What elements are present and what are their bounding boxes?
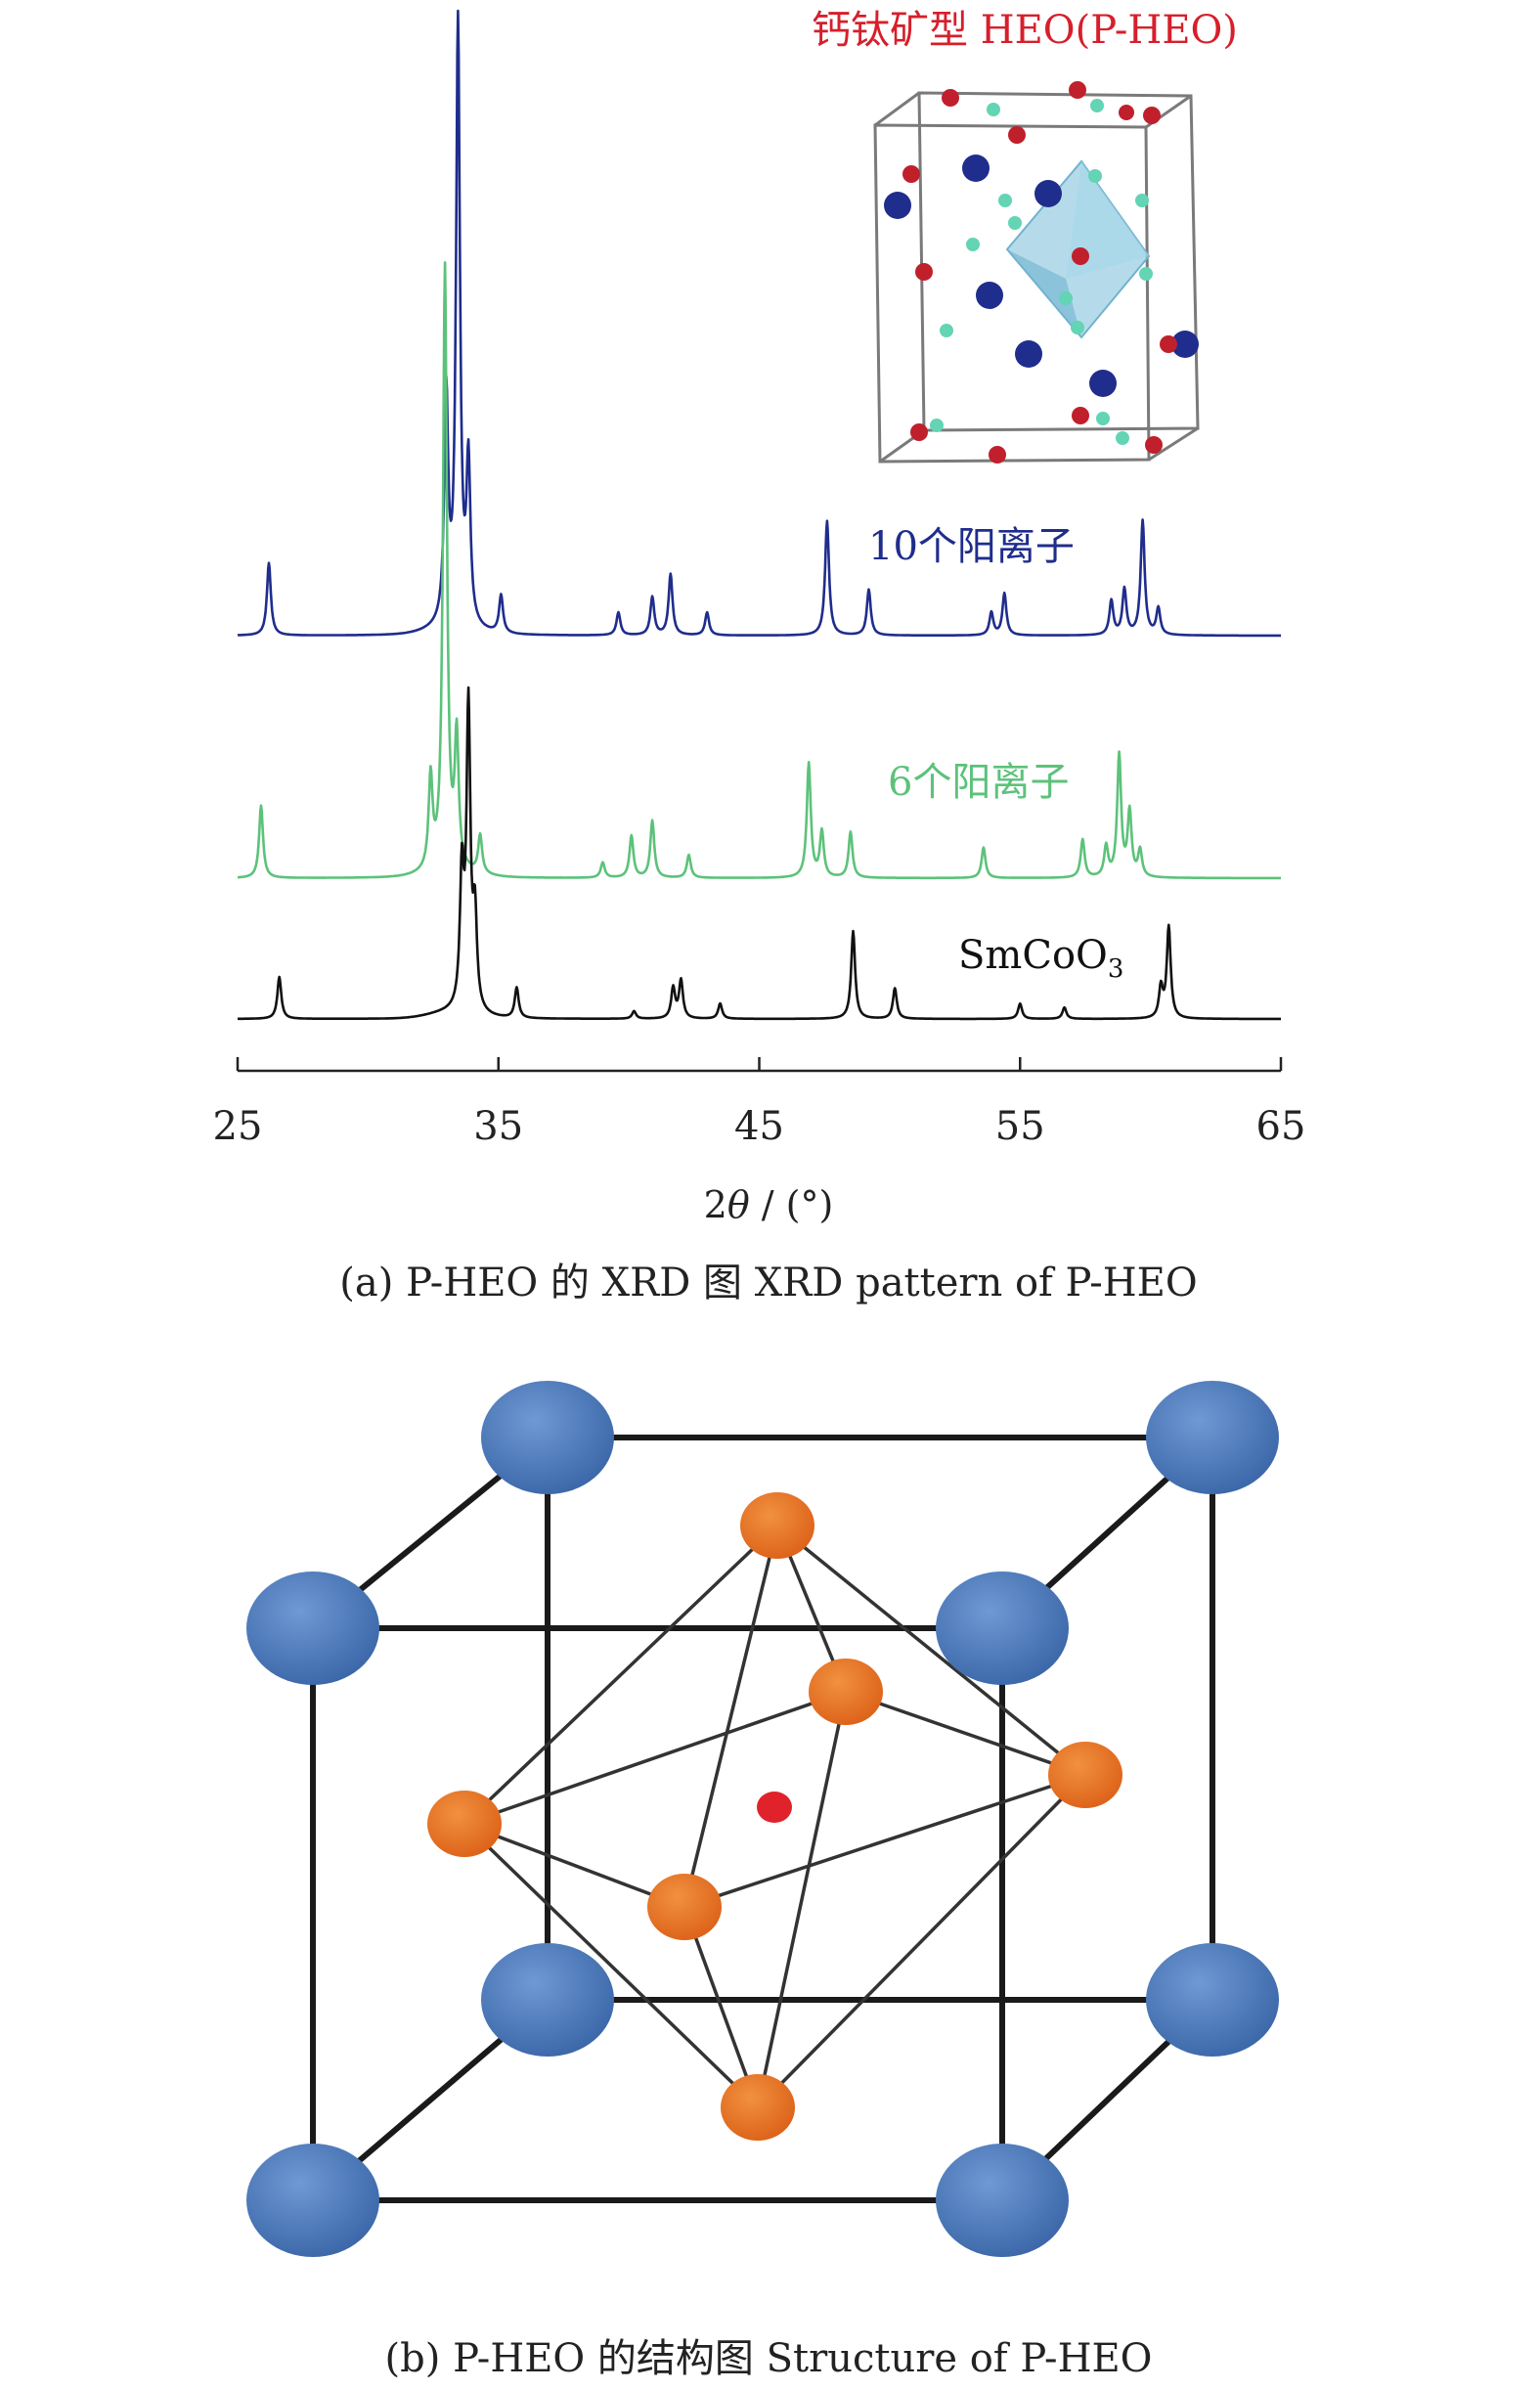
panel-b-caption: (b) P-HEO 的结构图 Structure of P-HEO — [385, 2336, 1153, 2381]
atom-oxygen — [647, 1874, 722, 1940]
atom-a-site — [1146, 1381, 1279, 1494]
atom-a-site — [246, 1571, 379, 1685]
atom-oxygen — [740, 1492, 814, 1559]
series-line-10-cations — [237, 9, 1282, 638]
atom-a-site — [1146, 1943, 1279, 2057]
series-label-10-cations: 10个阳离子 — [868, 524, 1075, 569]
octahedron-edges — [459, 1524, 1091, 2109]
x-tick-label: 45 — [734, 1104, 784, 1149]
atom-oxygen — [809, 1659, 883, 1725]
x-tick-label: 55 — [995, 1104, 1045, 1149]
series-line-6-cations — [237, 261, 1282, 880]
structure-panel: (b) P-HEO 的结构图 Structure of P-HEO — [246, 1381, 1279, 2381]
x-tick-label: 35 — [473, 1104, 523, 1149]
xrd-series-layer — [237, 9, 1282, 1021]
x-axis-label: 2θ / (°) — [704, 1183, 834, 1226]
octahedron-atoms — [427, 1492, 1122, 2141]
panel-a-caption: (a) P-HEO 的 XRD 图 XRD pattern of P-HEO — [339, 1261, 1197, 1306]
atom-oxygen — [1048, 1742, 1122, 1808]
x-tick-label: 65 — [1256, 1104, 1306, 1149]
inset-title: 钙钛矿型 HEO(P-HEO) — [812, 8, 1238, 53]
atom-oxygen — [721, 2074, 795, 2141]
x-tick-label: 25 — [213, 1104, 263, 1149]
atom-b-site-center — [757, 1792, 792, 1823]
atom-a-site — [246, 2144, 379, 2257]
series-label-6-cations: 6个阳离子 — [888, 760, 1069, 805]
cube-corner-atoms — [246, 1381, 1279, 2257]
atom-oxygen — [427, 1791, 502, 1857]
series-line-smcoo3 — [237, 686, 1282, 1021]
atom-a-site — [936, 1571, 1069, 1685]
atom-a-site — [936, 2144, 1069, 2257]
x-axis: 25 35 45 55 65 2θ / (°) — [213, 1057, 1306, 1226]
atom-a-site — [481, 1381, 614, 1494]
xrd-panel: 25 35 45 55 65 2θ / (°) 10个阳离子 6个阳离子 SmCoO3 … — [213, 8, 1306, 1306]
inset-perovskite-unit-cell — [873, 81, 1200, 464]
atom-a-site — [481, 1943, 614, 2057]
series-label-smcoo3: SmCoO3 — [958, 933, 1123, 984]
x-axis-ticks: 25 35 45 55 65 — [213, 1057, 1306, 1149]
